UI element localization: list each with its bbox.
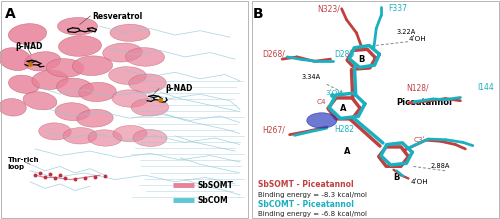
Ellipse shape: [128, 74, 166, 92]
Ellipse shape: [0, 48, 32, 71]
Text: 3ʹOH: 3ʹOH: [326, 90, 344, 96]
Ellipse shape: [88, 130, 122, 146]
Ellipse shape: [78, 82, 116, 102]
Text: β-NAD: β-NAD: [15, 42, 42, 51]
Text: 3.34A: 3.34A: [302, 74, 321, 80]
Text: B: B: [393, 173, 399, 182]
Text: Thr-rich
loop: Thr-rich loop: [8, 157, 39, 170]
Ellipse shape: [24, 52, 60, 71]
Ellipse shape: [131, 99, 169, 116]
Text: H282: H282: [334, 125, 354, 134]
Text: 4ʹOH: 4ʹOH: [411, 179, 428, 185]
Ellipse shape: [23, 92, 57, 110]
Ellipse shape: [0, 99, 26, 116]
Text: 2.88A: 2.88A: [430, 163, 450, 170]
Ellipse shape: [72, 56, 112, 76]
Ellipse shape: [32, 70, 68, 90]
Text: Piceatannol: Piceatannol: [396, 98, 452, 108]
Ellipse shape: [55, 103, 90, 121]
Text: D283: D283: [334, 50, 354, 59]
Ellipse shape: [46, 59, 84, 77]
Ellipse shape: [8, 75, 40, 94]
Text: A: A: [344, 147, 350, 156]
Text: H267/: H267/: [262, 125, 285, 134]
Ellipse shape: [133, 129, 167, 147]
Text: N128/: N128/: [406, 83, 428, 92]
Text: 3.22A: 3.22A: [396, 29, 415, 35]
Text: B: B: [252, 7, 263, 21]
Text: SbSOMT: SbSOMT: [198, 180, 234, 190]
Text: C3ʹ: C3ʹ: [414, 137, 425, 143]
Ellipse shape: [63, 128, 97, 144]
Text: F337: F337: [388, 4, 407, 13]
Text: SbCOMT - Piceatannol: SbCOMT - Piceatannol: [258, 200, 354, 209]
Ellipse shape: [8, 24, 46, 44]
Text: 4ʹOH: 4ʹOH: [408, 36, 426, 42]
Text: A: A: [5, 7, 16, 21]
Text: Binding energy = -6.8 kcal/mol: Binding energy = -6.8 kcal/mol: [258, 211, 366, 217]
Ellipse shape: [113, 125, 147, 142]
Ellipse shape: [56, 78, 94, 97]
Text: D268/: D268/: [262, 50, 285, 59]
Text: I144: I144: [478, 83, 494, 92]
Ellipse shape: [58, 18, 98, 35]
Text: Resveratrol: Resveratrol: [92, 12, 143, 21]
Ellipse shape: [112, 90, 148, 107]
Text: β-NAD: β-NAD: [165, 84, 192, 93]
Text: SbSOMT - Piceatannol: SbSOMT - Piceatannol: [258, 180, 353, 189]
Ellipse shape: [38, 123, 72, 140]
Text: B: B: [358, 55, 364, 64]
Text: Binding energy = -8.3 kcal/mol: Binding energy = -8.3 kcal/mol: [258, 192, 366, 198]
Ellipse shape: [77, 109, 113, 127]
Ellipse shape: [126, 48, 164, 66]
Text: C4: C4: [317, 99, 326, 105]
Text: SbCOM: SbCOM: [198, 196, 228, 205]
Text: N323/: N323/: [317, 4, 340, 13]
Ellipse shape: [102, 43, 142, 62]
Ellipse shape: [58, 36, 102, 56]
Ellipse shape: [307, 113, 337, 128]
Ellipse shape: [110, 24, 150, 41]
Ellipse shape: [108, 67, 146, 85]
Text: A: A: [340, 104, 346, 113]
